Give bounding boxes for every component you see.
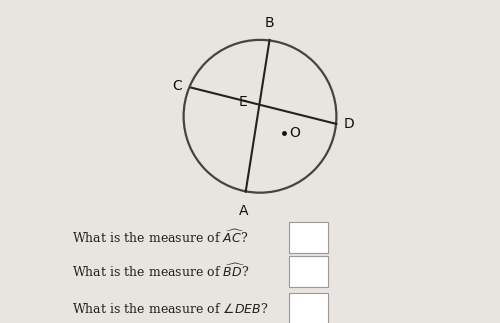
Text: A: A <box>239 204 248 218</box>
Text: B: B <box>264 16 274 30</box>
FancyBboxPatch shape <box>289 293 329 323</box>
Text: E: E <box>239 95 248 109</box>
Text: O: O <box>290 127 300 141</box>
Text: D: D <box>344 117 355 131</box>
Text: What is the measure of $\widehat{AC}$?: What is the measure of $\widehat{AC}$? <box>72 229 248 246</box>
Text: C: C <box>172 79 182 93</box>
FancyBboxPatch shape <box>289 256 329 287</box>
Text: What is the measure of $\angle DEB$?: What is the measure of $\angle DEB$? <box>72 302 268 316</box>
FancyBboxPatch shape <box>289 222 329 253</box>
Text: What is the measure of $\widehat{BD}$?: What is the measure of $\widehat{BD}$? <box>72 263 249 280</box>
